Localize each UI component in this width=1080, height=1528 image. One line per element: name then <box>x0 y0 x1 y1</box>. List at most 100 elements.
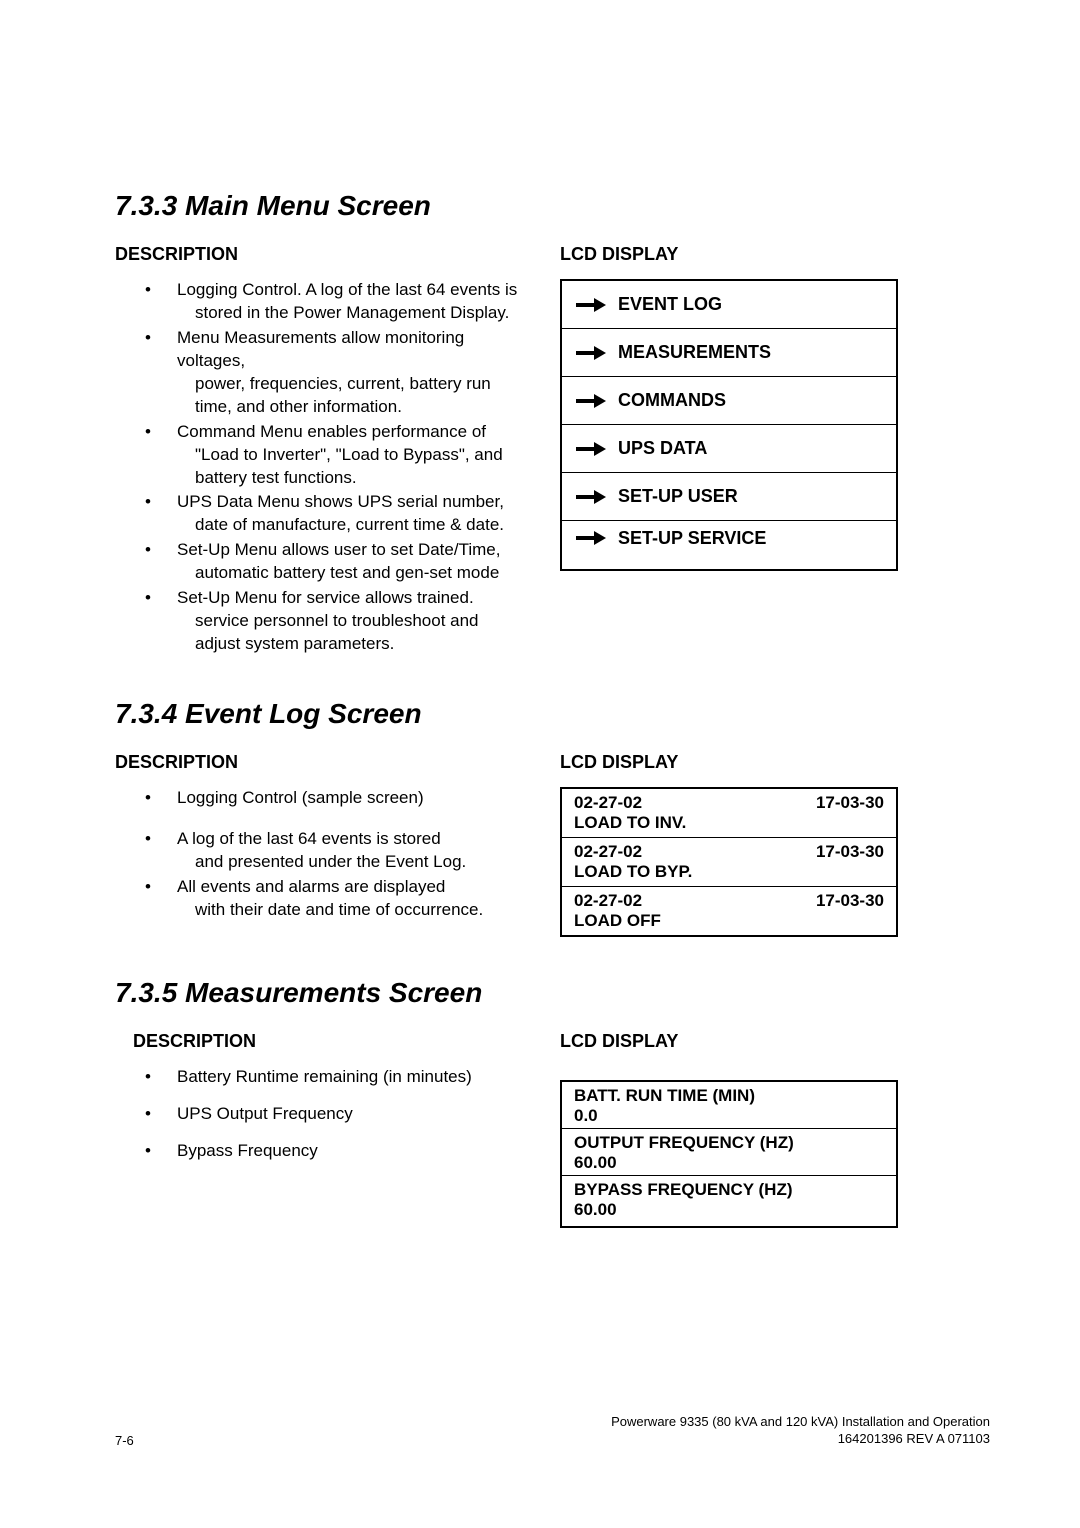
lcd-col-734: LCD DISPLAY 02-27-02 17-03-30 LOAD TO INV… <box>560 752 905 937</box>
heading-735: 7.3.5 Measurements Screen <box>115 977 990 1009</box>
log-row: 02-27-02 17-03-30 LOAD TO BYP. <box>562 838 896 887</box>
list-item: Set-Up Menu allows user to set Date/Time… <box>115 539 520 585</box>
lcd-col-735: LCD DISPLAY BATT. RUN TIME (MIN) 0.0 OUT… <box>560 1031 905 1228</box>
bullet-cont: stored in the Power Management Display. <box>177 302 520 325</box>
bullet-cont: service personnel to troubleshoot and ad… <box>177 610 520 656</box>
bullet-lead: Bypass Frequency <box>177 1141 318 1160</box>
lcd-menu-item: COMMANDS <box>562 377 896 425</box>
lcd-box-measurements: BATT. RUN TIME (MIN) 0.0 OUTPUT FREQUENC… <box>560 1080 898 1228</box>
list-item: UPS Output Frequency <box>115 1103 520 1126</box>
lcd-menu-item: SET-UP SERVICE <box>562 521 896 569</box>
bullet-list-734: Logging Control (sample screen) A log of… <box>115 787 520 922</box>
description-col-735: DESCRIPTION Battery Runtime remaining (i… <box>115 1031 520 1177</box>
log-row: 02-27-02 17-03-30 LOAD TO INV. <box>562 789 896 838</box>
list-item: UPS Data Menu shows UPS serial number, d… <box>115 491 520 537</box>
arrow-right-icon <box>576 394 606 408</box>
arrow-right-icon <box>576 346 606 360</box>
bullet-lead: Set-Up Menu for service allows trained. <box>177 588 474 607</box>
description-col-733: DESCRIPTION Logging Control. A log of th… <box>115 244 520 658</box>
menu-label: COMMANDS <box>618 390 726 411</box>
bullet-lead: Set-Up Menu allows user to set Date/Time… <box>177 540 500 559</box>
footer-title: Powerware 9335 (80 kVA and 120 kVA) Inst… <box>611 1414 990 1431</box>
lcd-heading-734: LCD DISPLAY <box>560 752 905 773</box>
list-item: Logging Control (sample screen) <box>115 787 520 810</box>
measurement-row: BYPASS FREQUENCY (HZ) 60.00 <box>562 1176 896 1222</box>
bullet-cont: date of manufacture, current time & date… <box>177 514 520 537</box>
bullet-cont: "Load to Inverter", "Load to Bypass", an… <box>177 444 520 490</box>
bullet-lead: All events and alarms are displayed <box>177 877 445 896</box>
page-footer: 7-6 Powerware 9335 (80 kVA and 120 kVA) … <box>115 1414 990 1448</box>
log-date: 02-27-02 <box>574 891 642 911</box>
lcd-col-733: LCD DISPLAY EVENT LOG MEASUREMENTS COMMA… <box>560 244 905 571</box>
list-item: Logging Control. A log of the last 64 ev… <box>115 279 520 325</box>
log-time: 17-03-30 <box>816 793 884 813</box>
arrow-right-icon <box>576 298 606 312</box>
measurement-label: BYPASS FREQUENCY (HZ) <box>574 1180 884 1200</box>
description-heading-734: DESCRIPTION <box>115 752 520 773</box>
bullet-cont: power, frequencies, current, battery run… <box>177 373 520 419</box>
bullet-lead: Menu Measurements allow monitoring volta… <box>177 328 464 370</box>
lcd-box-main-menu: EVENT LOG MEASUREMENTS COMMANDS UPS DATA… <box>560 279 898 571</box>
measurement-row: BATT. RUN TIME (MIN) 0.0 <box>562 1082 896 1129</box>
list-item: Bypass Frequency <box>115 1140 520 1163</box>
lcd-menu-item: SET-UP USER <box>562 473 896 521</box>
section-733: DESCRIPTION Logging Control. A log of th… <box>115 244 990 658</box>
lcd-heading-733: LCD DISPLAY <box>560 244 905 265</box>
log-event: LOAD TO BYP. <box>574 862 884 882</box>
heading-734: 7.3.4 Event Log Screen <box>115 698 990 730</box>
list-item: Battery Runtime remaining (in minutes) <box>115 1066 520 1089</box>
menu-label: SET-UP USER <box>618 486 738 507</box>
log-time: 17-03-30 <box>816 842 884 862</box>
description-heading-733: DESCRIPTION <box>115 244 520 265</box>
footer-page-number: 7-6 <box>115 1433 134 1448</box>
bullet-lead: Battery Runtime remaining (in minutes) <box>177 1067 472 1086</box>
lcd-heading-735: LCD DISPLAY <box>560 1031 905 1052</box>
bullet-cont: and presented under the Event Log. <box>177 851 520 874</box>
section-734: DESCRIPTION Logging Control (sample scre… <box>115 752 990 937</box>
arrow-right-icon <box>576 490 606 504</box>
list-item: Set-Up Menu for service allows trained. … <box>115 587 520 656</box>
section-735: DESCRIPTION Battery Runtime remaining (i… <box>115 1031 990 1228</box>
measurement-value: 60.00 <box>574 1200 884 1220</box>
log-row: 02-27-02 17-03-30 LOAD OFF <box>562 887 896 935</box>
arrow-right-icon <box>576 531 606 545</box>
footer-rev: 164201396 REV A 071103 <box>611 1431 990 1448</box>
list-item: Command Menu enables performance of "Loa… <box>115 421 520 490</box>
heading-733: 7.3.3 Main Menu Screen <box>115 190 990 222</box>
page: 7.3.3 Main Menu Screen DESCRIPTION Loggi… <box>0 0 1080 1528</box>
bullet-lead: UPS Data Menu shows UPS serial number, <box>177 492 504 511</box>
measurement-row: OUTPUT FREQUENCY (HZ) 60.00 <box>562 1129 896 1176</box>
bullet-lead: UPS Output Frequency <box>177 1104 353 1123</box>
footer-right: Powerware 9335 (80 kVA and 120 kVA) Inst… <box>611 1414 990 1448</box>
description-heading-735: DESCRIPTION <box>133 1031 520 1052</box>
bullet-list-735: Battery Runtime remaining (in minutes) U… <box>115 1066 520 1163</box>
menu-label: UPS DATA <box>618 438 707 459</box>
log-date: 02-27-02 <box>574 793 642 813</box>
bullet-lead: Logging Control (sample screen) <box>177 788 424 807</box>
list-item: Menu Measurements allow monitoring volta… <box>115 327 520 419</box>
lcd-menu-item: UPS DATA <box>562 425 896 473</box>
bullet-cont: with their date and time of occurrence. <box>177 899 520 922</box>
bullet-list-733: Logging Control. A log of the last 64 ev… <box>115 279 520 656</box>
list-item: A log of the last 64 events is stored an… <box>115 828 520 874</box>
description-col-734: DESCRIPTION Logging Control (sample scre… <box>115 752 520 924</box>
bullet-lead: A log of the last 64 events is stored <box>177 829 441 848</box>
arrow-right-icon <box>576 442 606 456</box>
menu-label: MEASUREMENTS <box>618 342 771 363</box>
measurement-label: OUTPUT FREQUENCY (HZ) <box>574 1133 884 1153</box>
bullet-cont: automatic battery test and gen-set mode <box>177 562 520 585</box>
log-time: 17-03-30 <box>816 891 884 911</box>
lcd-menu-item: EVENT LOG <box>562 281 896 329</box>
log-event: LOAD TO INV. <box>574 813 884 833</box>
menu-label: SET-UP SERVICE <box>618 528 766 549</box>
menu-label: EVENT LOG <box>618 294 722 315</box>
lcd-box-event-log: 02-27-02 17-03-30 LOAD TO INV. 02-27-02 17… <box>560 787 898 937</box>
bullet-lead: Command Menu enables performance of <box>177 422 486 441</box>
list-item: All events and alarms are displayed with… <box>115 876 520 922</box>
measurement-value: 0.0 <box>574 1106 884 1126</box>
lcd-menu-item: MEASUREMENTS <box>562 329 896 377</box>
bullet-lead: Logging Control. A log of the last 64 ev… <box>177 280 517 299</box>
measurement-label: BATT. RUN TIME (MIN) <box>574 1086 884 1106</box>
log-date: 02-27-02 <box>574 842 642 862</box>
log-event: LOAD OFF <box>574 911 884 931</box>
